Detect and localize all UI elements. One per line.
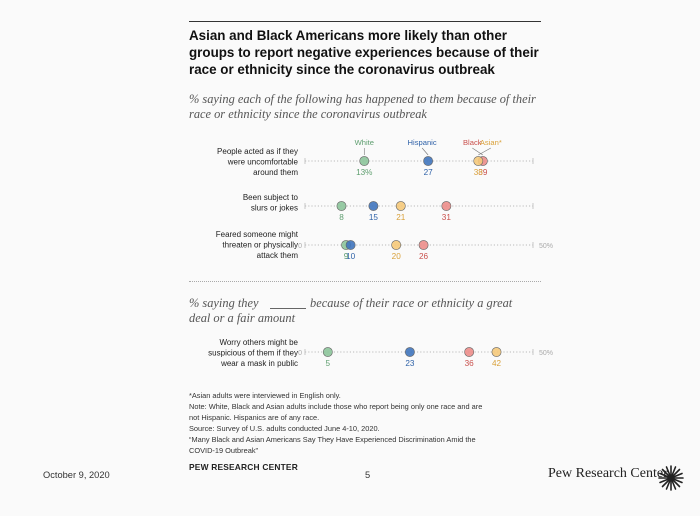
- note-line: Source: Survey of U.S. adults conducted …: [189, 424, 380, 433]
- value-label-black: 31: [442, 213, 452, 222]
- value-label-white: 9: [344, 252, 349, 261]
- legend-pointer-asian: [478, 147, 491, 156]
- value-label-white: 5: [326, 359, 331, 368]
- legend-label-black: Black: [463, 138, 482, 147]
- dot-hispanic: [368, 201, 379, 211]
- source-label: PEW RESEARCH CENTER: [189, 462, 298, 472]
- row-label-line: attack them: [257, 251, 299, 260]
- row-label-line: around them: [253, 168, 298, 177]
- axis-min-label: 0: [298, 350, 302, 357]
- legend-pointer-black: [472, 147, 484, 156]
- footer-page-number: 5: [365, 470, 371, 480]
- dot-white: [359, 156, 370, 166]
- value-label-black: 26: [419, 252, 429, 261]
- dot-white: [336, 201, 347, 211]
- row-label-line: Worry others might be: [219, 338, 298, 347]
- note-line: “Many Black and Asian Americans Say They…: [189, 435, 476, 444]
- value-label-asian: 42: [492, 359, 502, 368]
- legend-label-asian: Asian*: [480, 138, 502, 147]
- subtitle-panel-2-line2: deal or a fair amount: [189, 311, 296, 325]
- dot-asian: [395, 201, 406, 211]
- note-line: Note: White, Black and Asian adults incl…: [189, 402, 483, 411]
- value-label-black: 36: [465, 359, 475, 368]
- value-label-black: 39: [478, 168, 488, 177]
- dot-hispanic: [423, 156, 434, 166]
- subtitle-panel-1: % saying each of the following has happe…: [189, 92, 536, 121]
- note-line: not Hispanic. Hispanics are of any race.: [189, 413, 320, 422]
- row-label-line: Been subject to: [243, 193, 299, 202]
- subtitle-panel-2-start: % saying they: [189, 296, 259, 310]
- row-label-line: were uncomfortable: [227, 158, 299, 167]
- dot-asian: [491, 347, 502, 357]
- row-label-line: People acted as if they: [217, 147, 298, 156]
- value-label-hispanic: 10: [346, 252, 356, 261]
- chart-notes: *Asian adults were interviewed in Englis…: [189, 390, 539, 456]
- dot-asian: [473, 156, 484, 166]
- dot-white: [322, 347, 333, 357]
- value-label-white: 13%: [356, 168, 372, 177]
- axis-min-label: 0: [298, 243, 302, 250]
- dot-black: [464, 347, 475, 357]
- note-line: COVID-19 Outbreak”: [189, 446, 259, 455]
- panel-divider: [189, 281, 541, 282]
- footer-date: October 9, 2020: [43, 470, 110, 480]
- dot-hispanic: [404, 347, 415, 357]
- footer-brand: Pew Research Center: [548, 466, 668, 481]
- value-label-hispanic: 15: [369, 213, 379, 222]
- value-label-hispanic: 27: [424, 168, 434, 177]
- pew-logo-icon: [658, 465, 684, 491]
- value-label-asian: 21: [396, 213, 406, 222]
- dot-asian: [391, 240, 402, 250]
- row-label-line: slurs or jokes: [251, 204, 298, 213]
- legend-label-hispanic: Hispanic: [408, 138, 437, 147]
- legend-pointer-hispanic: [421, 147, 429, 156]
- chart-title: Asian and Black Americans more likely th…: [189, 28, 539, 77]
- dot-black: [418, 240, 429, 250]
- value-label-asian: 20: [392, 252, 402, 261]
- subtitle-blank-line: [270, 308, 306, 309]
- row-label-line: wear a mask in public: [220, 359, 298, 368]
- row-label-line: threaten or physically: [222, 241, 298, 250]
- value-label-white: 8: [339, 213, 344, 222]
- value-label-asian: 38: [474, 168, 484, 177]
- row-label-line: Feared someone might: [216, 230, 299, 239]
- value-label-hispanic: 23: [405, 359, 415, 368]
- legend-label-white: White: [355, 138, 374, 147]
- top-rule: [189, 21, 541, 22]
- dot-black: [441, 201, 452, 211]
- note-line: *Asian adults were interviewed in Englis…: [189, 391, 341, 400]
- dot-hispanic: [345, 240, 356, 250]
- row-label-line: suspicious of them if they: [208, 349, 298, 358]
- axis-max-label: 50%: [539, 350, 553, 357]
- axis-max-label: 50%: [539, 243, 553, 250]
- subtitle-panel-2-end: because of their race or ethnicity a gre…: [310, 296, 513, 310]
